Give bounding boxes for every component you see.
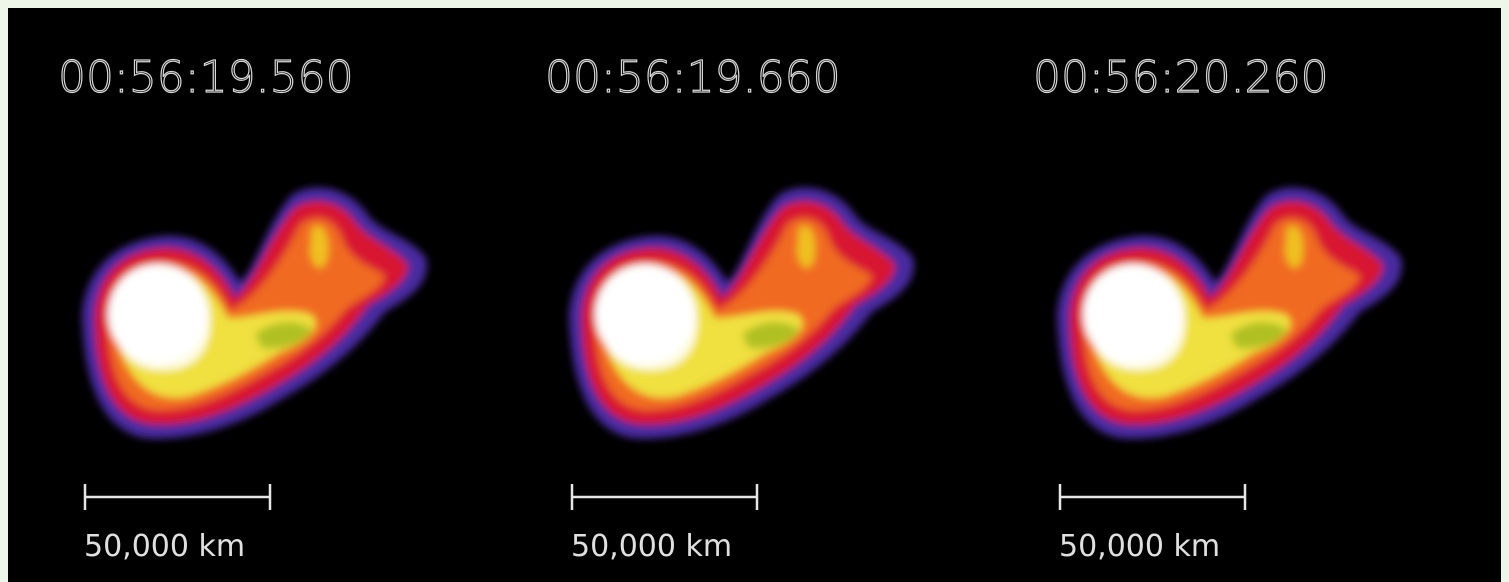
timestamp: 00:56:19.560 xyxy=(58,52,354,103)
timestamp: 00:56:20.260 xyxy=(1033,52,1329,103)
timestamp: 00:56:19.660 xyxy=(545,52,841,103)
scale-label: 50,000 km xyxy=(1059,529,1220,564)
page: 00:56:19.560 50,000 km 00:56:19.660 50,000 … xyxy=(0,0,1509,582)
scale-label: 50,000 km xyxy=(571,529,732,564)
image: 00:56:19.560 50,000 km 00:56:19.660 50,000 … xyxy=(0,0,1509,582)
scale-label: 50,000 km xyxy=(84,529,245,564)
